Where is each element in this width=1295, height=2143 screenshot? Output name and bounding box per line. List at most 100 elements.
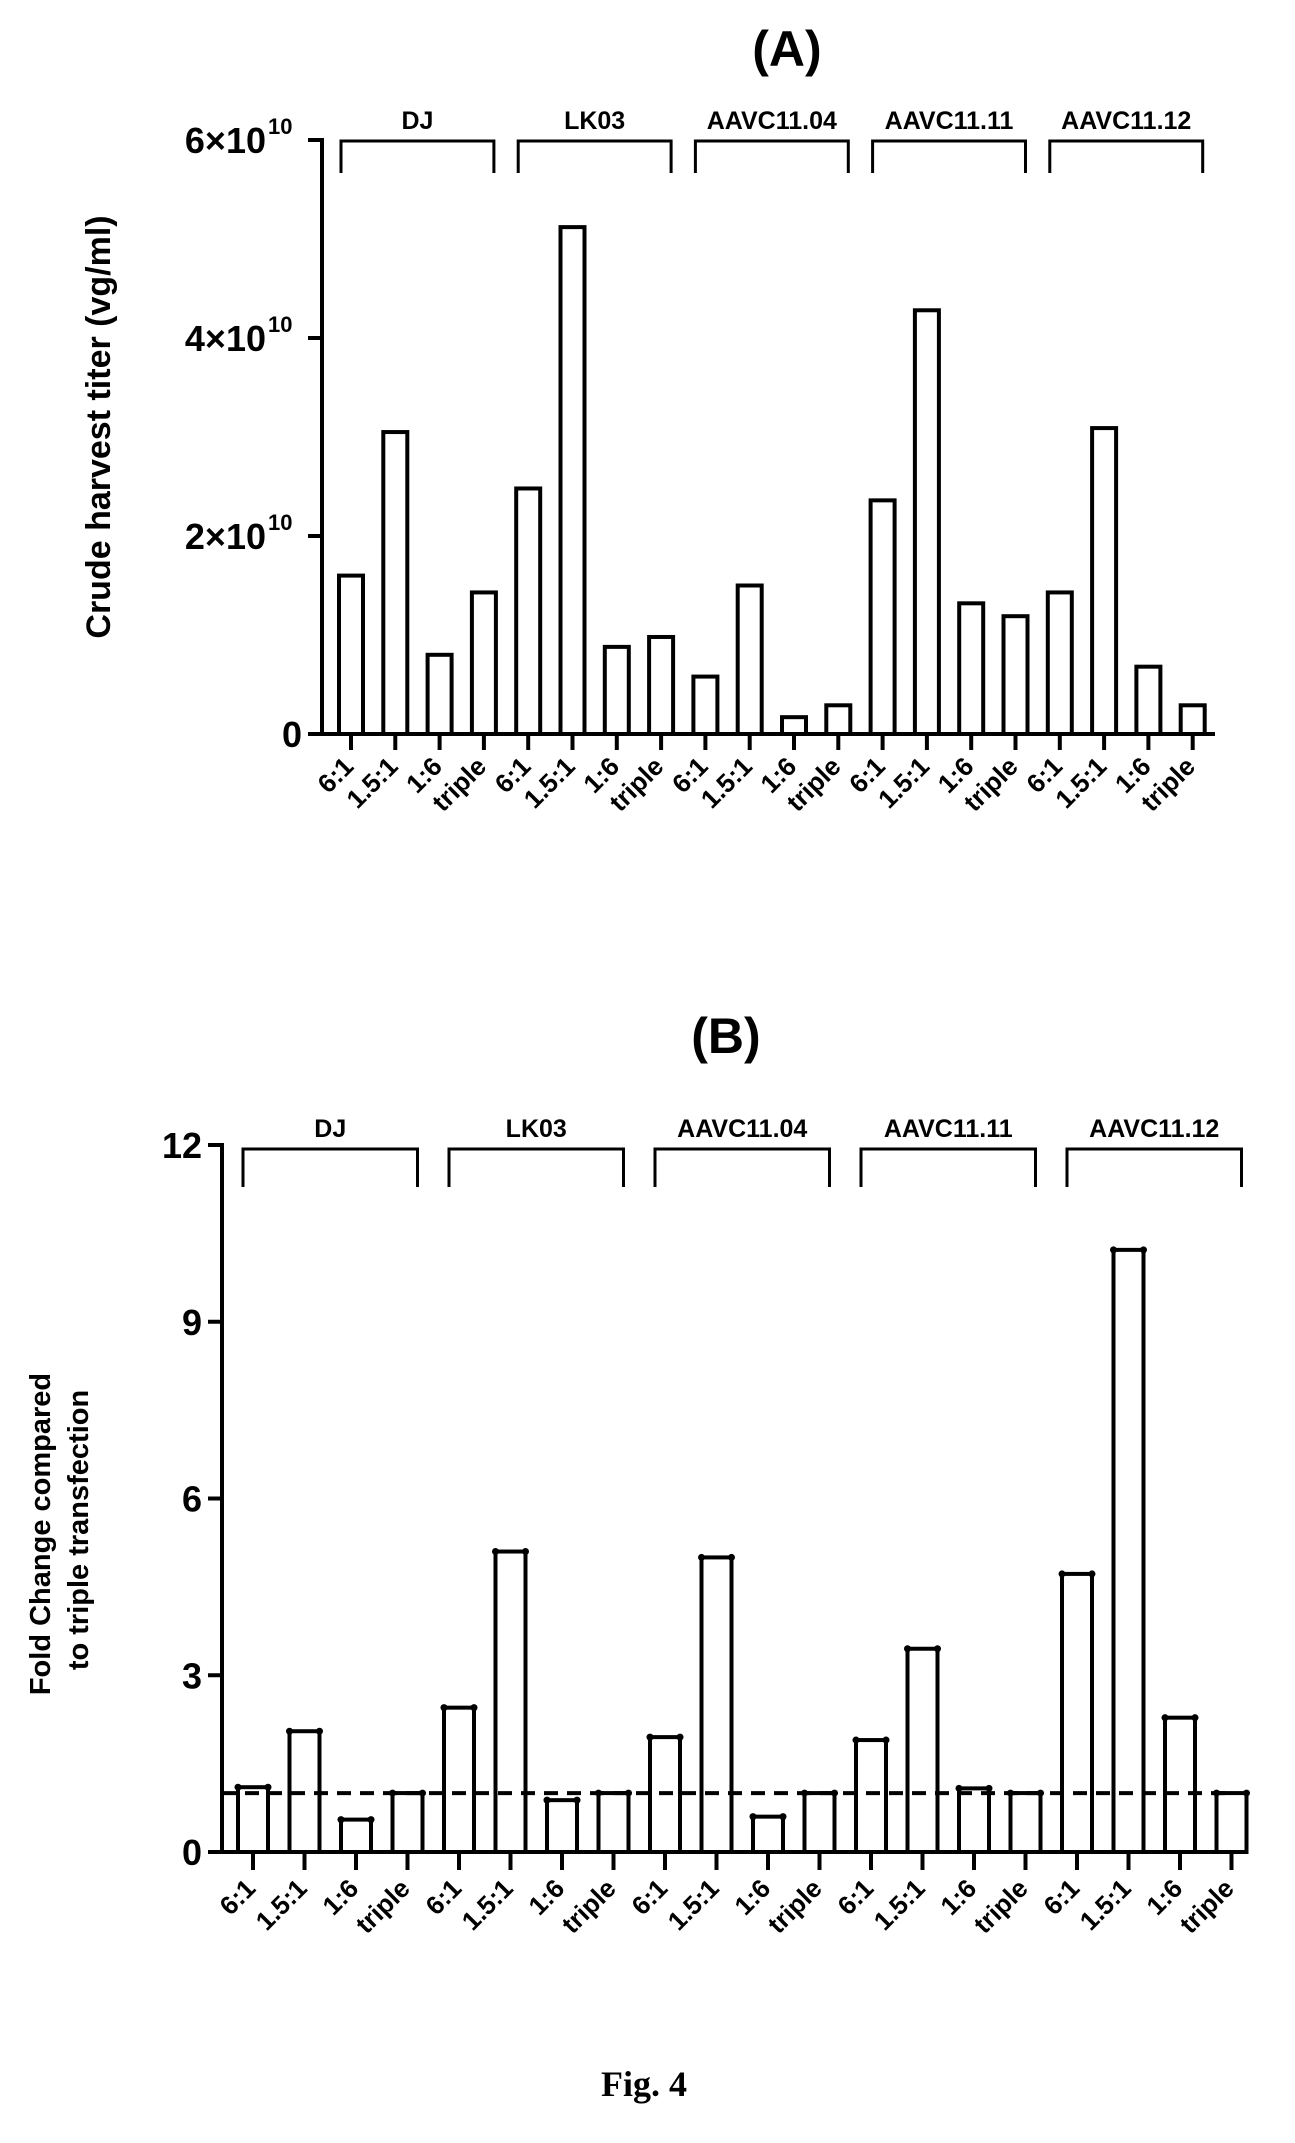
bar-corner-dot <box>728 1553 735 1561</box>
panel-a-title: (A) <box>752 21 821 77</box>
bar-corner-dot <box>749 1813 757 1821</box>
bar <box>824 703 853 736</box>
bar-corner-dot <box>904 1645 911 1653</box>
bar-corner-dot <box>779 1813 787 1821</box>
bar-corner-dot <box>1110 1246 1117 1254</box>
bar-corner-dot <box>337 1816 345 1824</box>
x-tick-label: triple <box>762 1873 828 1939</box>
panel-a-plot-area: 02×10 104×10 106×10 106:11.5:11:6tripleDJ6:… <box>185 107 1215 817</box>
bar <box>691 674 720 737</box>
bar-corner-dot <box>646 1733 654 1741</box>
group-bracket <box>1065 1147 1243 1187</box>
y-tick-label-base: 9 <box>182 1302 202 1343</box>
group-bracket <box>653 1147 831 1187</box>
group-bracket <box>447 1147 625 1187</box>
bar-corner-dot <box>934 1645 941 1653</box>
y-tick-label: 0 <box>182 1832 202 1873</box>
bar-corner-dot <box>440 1704 448 1712</box>
x-tick-label: triple <box>556 1873 622 1939</box>
bar <box>1163 1715 1197 1855</box>
group-label: AAVC11.11 <box>885 107 1014 135</box>
bar-corner-dot <box>419 1789 426 1797</box>
group-label: AAVC11.12 <box>1061 107 1191 135</box>
y-tick-label: 9 <box>182 1302 202 1343</box>
x-tick-label: 1.5:1 <box>1049 751 1112 814</box>
bar <box>912 308 941 736</box>
group-label: AAVC11.12 <box>1089 1115 1219 1143</box>
bar <box>1045 590 1074 736</box>
y-tick-label: 6×10 <box>185 120 266 161</box>
bar <box>647 634 676 736</box>
bar-corner-dot <box>698 1553 705 1561</box>
group-bracket <box>1048 139 1205 173</box>
x-tick-label: 1.5:1 <box>518 751 581 814</box>
bar-corner-dot <box>955 1784 963 1792</box>
y-tick-label-base: 2×10 <box>185 516 266 557</box>
bar-corner-dot <box>1243 1789 1250 1797</box>
group-label: AAVC11.11 <box>884 1115 1013 1143</box>
bar <box>957 1786 991 1854</box>
bar-corner-dot <box>492 1548 499 1556</box>
group-label: DJ <box>401 107 433 135</box>
bar <box>1214 1791 1249 1855</box>
y-tick-label: 4×10 <box>185 318 266 359</box>
group-bracket <box>693 139 850 173</box>
bar <box>1178 703 1207 736</box>
y-tick-label-base: 0 <box>282 714 302 755</box>
group-label: LK03 <box>506 1115 567 1143</box>
bar <box>751 1814 785 1855</box>
y-tick-label: 0 <box>282 714 302 755</box>
bar <box>514 486 543 737</box>
group-label: AAVC11.04 <box>707 107 837 135</box>
bar <box>735 583 764 736</box>
group-label: DJ <box>314 1115 346 1143</box>
group-label: AAVC11.04 <box>677 1115 807 1143</box>
bar-corner-dot <box>1140 1246 1147 1254</box>
x-tick-label: 1.5:1 <box>695 751 758 814</box>
group-bracket <box>339 139 496 173</box>
y-tick-label: 12 <box>162 1125 202 1166</box>
bar-corner-dot <box>573 1796 581 1804</box>
bar <box>1008 1791 1043 1855</box>
y-tick-label-base: 4×10 <box>185 318 266 359</box>
group-label: LK03 <box>564 107 625 135</box>
x-tick-label: triple <box>1174 1873 1240 1939</box>
x-tick-label: 1.5:1 <box>868 1873 931 1936</box>
bar <box>868 498 897 736</box>
chart-panel-b: (B) Fold Change compared to triple trans… <box>25 1008 1250 1939</box>
bar <box>469 590 498 736</box>
bar-corner-dot <box>234 1783 242 1791</box>
y-tick-label-exponent: 10 <box>268 312 292 337</box>
panel-b-y-axis-label-line-1: Fold Change compared <box>25 1373 57 1695</box>
group-bracket <box>871 139 1027 173</box>
bar-corner-dot <box>1191 1714 1199 1722</box>
bar-corner-dot <box>852 1736 860 1744</box>
bar-corner-dot <box>882 1736 890 1744</box>
bar-corner-dot <box>985 1784 993 1792</box>
bar <box>337 573 365 736</box>
x-tick-label: 1.5:1 <box>456 1873 519 1936</box>
panel-b-title: (B) <box>691 1008 760 1064</box>
panel-a-y-axis-label: Crude harvest titer (vg/ml) <box>80 215 118 638</box>
bar <box>236 1785 270 1854</box>
bar <box>390 1791 425 1855</box>
bar-corner-dot <box>522 1548 529 1556</box>
bar-corner-dot <box>676 1733 684 1741</box>
y-tick-label-base: 6 <box>182 1479 202 1520</box>
bar-corner-dot <box>543 1796 551 1804</box>
bar <box>558 225 587 736</box>
bar <box>442 1705 476 1855</box>
figure-caption: Fig. 4 <box>601 2064 687 2104</box>
x-tick-label: triple <box>350 1873 416 1939</box>
bar <box>957 601 986 736</box>
bar <box>905 1646 940 1855</box>
bar <box>1090 426 1119 736</box>
bar <box>854 1738 888 1855</box>
x-tick-label: 1.5:1 <box>340 751 403 814</box>
y-tick-label-base: 12 <box>162 1125 202 1166</box>
bar-corner-dot <box>367 1816 375 1824</box>
bar-corner-dot <box>1088 1570 1096 1578</box>
bar-corner-dot <box>316 1727 323 1735</box>
bar-corner-dot <box>264 1783 272 1791</box>
